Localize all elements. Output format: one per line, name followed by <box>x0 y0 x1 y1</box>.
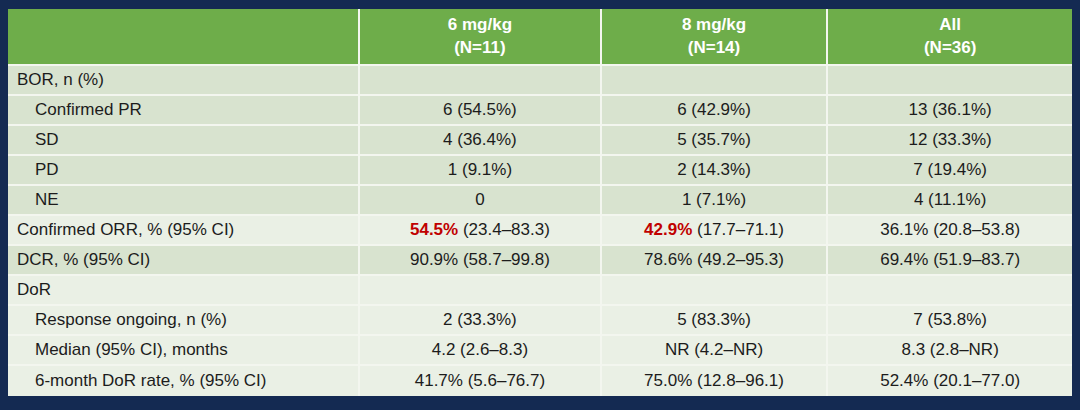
row-label: PD <box>8 156 360 186</box>
cell-all: 8.3 (2.8–NR) <box>828 336 1072 366</box>
row-label: Confirmed PR <box>8 96 360 126</box>
cell-6mgkg: 41.7% (5.6–76.7) <box>360 366 602 396</box>
cell-8mgkg: 75.0% (12.8–96.1) <box>602 366 829 396</box>
header-dose-label: 6 mg/kg <box>360 14 600 36</box>
cell-all: 52.4% (20.1–77.0) <box>828 366 1072 396</box>
cell-8mgkg <box>602 66 829 96</box>
cell-6mgkg: 6 (54.5%) <box>360 96 602 126</box>
row-pd: PD 1 (9.1%) 2 (14.3%) 7 (19.4%) <box>8 156 1072 186</box>
row-label: DCR, % (95% CI) <box>8 246 360 276</box>
cell-8mgkg: NR (4.2–NR) <box>602 336 829 366</box>
cell-all: 4 (11.1%) <box>828 186 1072 216</box>
cell-6mgkg <box>360 66 602 96</box>
row-label: Response ongoing, n (%) <box>8 306 360 336</box>
orr-ci-value: (23.4–83.3) <box>458 220 550 239</box>
cell-all <box>828 66 1072 96</box>
cell-all <box>828 276 1072 306</box>
results-table-frame: 6 mg/kg (N=11) 8 mg/kg (N=14) All (N=36)… <box>8 9 1072 396</box>
cell-all: 13 (36.1%) <box>828 96 1072 126</box>
cell-6mgkg: 4.2 (2.6–8.3) <box>360 336 602 366</box>
cell-6mgkg <box>360 276 602 306</box>
cell-all: 7 (19.4%) <box>828 156 1072 186</box>
cell-8mgkg: 5 (83.3%) <box>602 306 829 336</box>
header-cell-8mgkg: 8 mg/kg (N=14) <box>602 9 829 66</box>
cell-8mgkg: 2 (14.3%) <box>602 156 829 186</box>
orr-highlight-value: 54.5% <box>410 220 458 239</box>
orr-ci-value: (17.7–71.1) <box>692 220 784 239</box>
cell-6mgkg: 0 <box>360 186 602 216</box>
header-cell-empty <box>8 9 360 66</box>
header-row: 6 mg/kg (N=11) 8 mg/kg (N=14) All (N=36) <box>8 9 1072 66</box>
cell-6mgkg: 1 (9.1%) <box>360 156 602 186</box>
header-n-label: (N=36) <box>828 37 1072 59</box>
cell-8mgkg: 78.6% (49.2–95.3) <box>602 246 829 276</box>
row-ne: NE 0 1 (7.1%) 4 (11.1%) <box>8 186 1072 216</box>
cell-all: 7 (53.8%) <box>828 306 1072 336</box>
cell-6mgkg: 2 (33.3%) <box>360 306 602 336</box>
row-confirmed-orr: Confirmed ORR, % (95% CI) 54.5% (23.4–83… <box>8 216 1072 246</box>
cell-8mgkg: 1 (7.1%) <box>602 186 829 216</box>
cell-all: 69.4% (51.9–83.7) <box>828 246 1072 276</box>
row-label: BOR, n (%) <box>8 66 360 96</box>
row-dor: DoR <box>8 276 1072 306</box>
row-label: Median (95% CI), months <box>8 336 360 366</box>
header-cell-all: All (N=36) <box>828 9 1072 66</box>
row-label: NE <box>8 186 360 216</box>
row-label: SD <box>8 126 360 156</box>
header-n-label: (N=11) <box>360 37 600 59</box>
cell-8mgkg: 5 (35.7%) <box>602 126 829 156</box>
cell-8mgkg: 42.9% (17.7–71.1) <box>602 216 829 246</box>
cell-8mgkg: 6 (42.9%) <box>602 96 829 126</box>
header-dose-label: All <box>828 14 1072 36</box>
header-cell-6mgkg: 6 mg/kg (N=11) <box>360 9 602 66</box>
cell-6mgkg: 4 (36.4%) <box>360 126 602 156</box>
row-dcr: DCR, % (95% CI) 90.9% (58.7–99.8) 78.6% … <box>8 246 1072 276</box>
efficacy-results-table: 6 mg/kg (N=11) 8 mg/kg (N=14) All (N=36)… <box>8 9 1072 396</box>
row-confirmed-pr: Confirmed PR 6 (54.5%) 6 (42.9%) 13 (36.… <box>8 96 1072 126</box>
cell-8mgkg <box>602 276 829 306</box>
header-dose-label: 8 mg/kg <box>602 14 827 36</box>
row-sd: SD 4 (36.4%) 5 (35.7%) 12 (33.3%) <box>8 126 1072 156</box>
cell-all: 12 (33.3%) <box>828 126 1072 156</box>
row-6month-dor-rate: 6-month DoR rate, % (95% CI) 41.7% (5.6–… <box>8 366 1072 396</box>
cell-all: 36.1% (20.8–53.8) <box>828 216 1072 246</box>
orr-highlight-value: 42.9% <box>644 220 692 239</box>
header-n-label: (N=14) <box>602 37 827 59</box>
row-response-ongoing: Response ongoing, n (%) 2 (33.3%) 5 (83.… <box>8 306 1072 336</box>
row-label: DoR <box>8 276 360 306</box>
row-median-dor: Median (95% CI), months 4.2 (2.6–8.3) NR… <box>8 336 1072 366</box>
row-label: Confirmed ORR, % (95% CI) <box>8 216 360 246</box>
row-label: 6-month DoR rate, % (95% CI) <box>8 366 360 396</box>
cell-6mgkg: 90.9% (58.7–99.8) <box>360 246 602 276</box>
cell-6mgkg: 54.5% (23.4–83.3) <box>360 216 602 246</box>
row-bor: BOR, n (%) <box>8 66 1072 96</box>
